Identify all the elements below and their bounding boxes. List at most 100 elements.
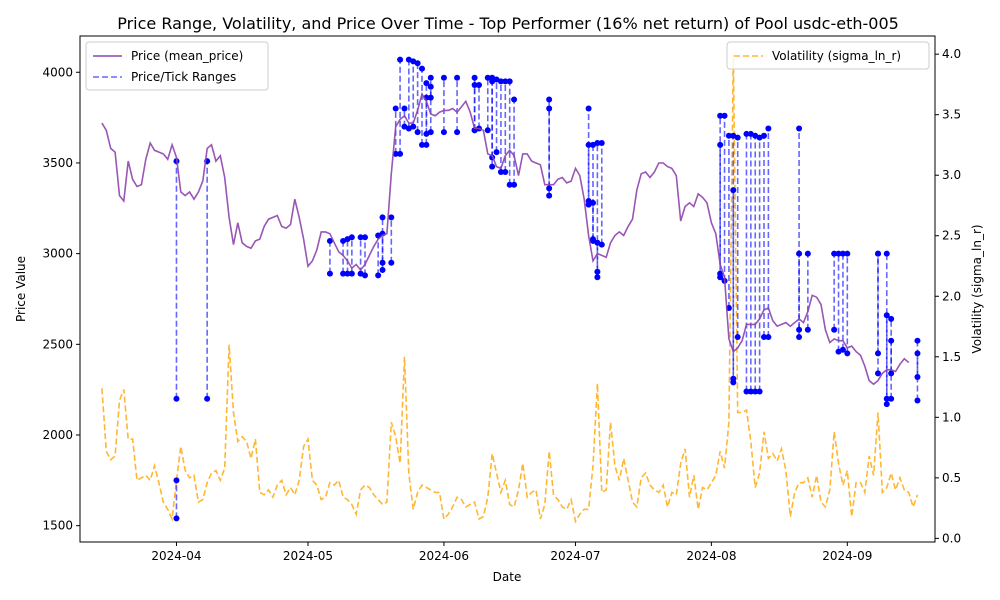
y-tick-label: 1500	[42, 519, 73, 533]
range-high-point	[594, 140, 601, 147]
range-high-point	[765, 125, 772, 132]
range-high-point	[173, 477, 180, 484]
range-high-point	[717, 141, 724, 148]
range-low-point	[883, 395, 890, 402]
range-low-point	[888, 395, 895, 402]
range-low-point	[831, 326, 838, 333]
range-high-point	[888, 315, 895, 322]
range-high-point	[590, 199, 596, 206]
range-high-point	[734, 134, 741, 141]
x-tick-label: 2024-08	[686, 549, 736, 563]
range-low-point	[326, 270, 333, 277]
y2-tick-label: 1.0	[942, 410, 961, 424]
y-tick-label: 2000	[42, 428, 73, 442]
range-high-point	[546, 105, 553, 112]
range-low-point	[594, 274, 601, 281]
y-tick-label: 3500	[42, 156, 73, 170]
legend-right: Volatility (sigma_ln_r)	[726, 41, 930, 70]
range-high-point	[585, 141, 592, 148]
volatility-line	[101, 54, 919, 524]
range-low-point	[747, 388, 754, 395]
range-low-point	[875, 350, 881, 357]
range-low-point	[362, 272, 368, 279]
range-low-point	[839, 346, 846, 353]
x-tick-label: 2024-07	[550, 549, 600, 563]
range-low-point	[397, 150, 404, 157]
range-high-point	[914, 337, 921, 344]
range-low-point	[796, 334, 803, 341]
y2-tick-label: 0.5	[942, 471, 961, 485]
range-high-point	[423, 80, 430, 87]
volatility-layer	[101, 54, 919, 524]
range-low-point	[743, 388, 750, 395]
range-low-point	[594, 268, 601, 275]
range-low-point	[173, 515, 180, 522]
range-low-point	[511, 181, 518, 188]
range-low-point	[502, 169, 509, 176]
y2-tick-label: 3.0	[942, 168, 961, 182]
legend-volatility-label: Volatility (sigma_ln_r)	[772, 49, 901, 63]
range-high-point	[839, 250, 846, 257]
x-tick-label: 2024-06	[419, 549, 469, 563]
range-low-point	[489, 163, 496, 170]
range-high-point	[743, 130, 750, 137]
range-low-point	[493, 149, 500, 156]
range-low-point	[410, 123, 417, 130]
y2-tick-label: 0.0	[942, 531, 961, 545]
range-high-point	[497, 78, 504, 85]
range-low-point	[590, 236, 596, 243]
range-high-point	[476, 81, 482, 88]
range-high-point	[388, 214, 395, 221]
range-high-point	[875, 250, 881, 257]
range-low-point	[765, 334, 772, 341]
range-high-point	[357, 234, 364, 241]
range-high-point	[484, 74, 491, 81]
range-high-point	[883, 250, 890, 257]
range-high-point	[506, 78, 513, 85]
range-low-point	[379, 266, 386, 273]
range-high-point	[546, 96, 553, 103]
y2-tick-label: 4.0	[942, 47, 961, 61]
price-layer	[101, 91, 910, 386]
range-high-point	[844, 250, 851, 257]
range-low-point	[914, 373, 921, 380]
range-high-point	[598, 140, 605, 147]
range-low-point	[752, 388, 759, 395]
range-high-point	[471, 81, 478, 88]
y2-tick-label: 2.0	[942, 289, 961, 303]
range-high-point	[721, 112, 728, 119]
range-low-point	[392, 150, 399, 157]
range-low-point	[414, 129, 421, 136]
range-high-point	[730, 187, 737, 194]
range-low-point	[844, 350, 851, 357]
y2-tick-label: 1.5	[942, 350, 961, 364]
range-high-point	[427, 74, 434, 81]
range-high-point	[414, 60, 421, 67]
range-high-point	[471, 74, 478, 81]
range-low-point	[484, 127, 491, 134]
range-low-point	[173, 395, 180, 402]
x-axis-label: Date	[493, 570, 522, 584]
range-low-point	[379, 259, 386, 266]
y2-tick-label: 3.5	[942, 108, 961, 122]
range-high-point	[392, 105, 399, 112]
range-low-point	[546, 185, 553, 192]
range-high-point	[725, 132, 732, 139]
range-low-point	[761, 334, 767, 341]
range-low-point	[796, 326, 803, 333]
range-low-point	[388, 259, 395, 266]
range-low-point	[756, 388, 763, 395]
range-low-point	[497, 169, 504, 176]
legend-ranges-label: Price/Tick Ranges	[131, 70, 236, 84]
range-high-point	[419, 65, 425, 72]
range-low-point	[454, 129, 461, 136]
chart-title: Price Range, Volatility, and Price Over …	[117, 14, 899, 33]
range-low-point	[375, 272, 382, 279]
range-high-point	[914, 350, 921, 357]
range-high-point	[401, 105, 408, 112]
range-high-point	[831, 250, 838, 257]
range-high-point	[796, 125, 803, 132]
y-axis-label: Price Value	[14, 256, 28, 322]
